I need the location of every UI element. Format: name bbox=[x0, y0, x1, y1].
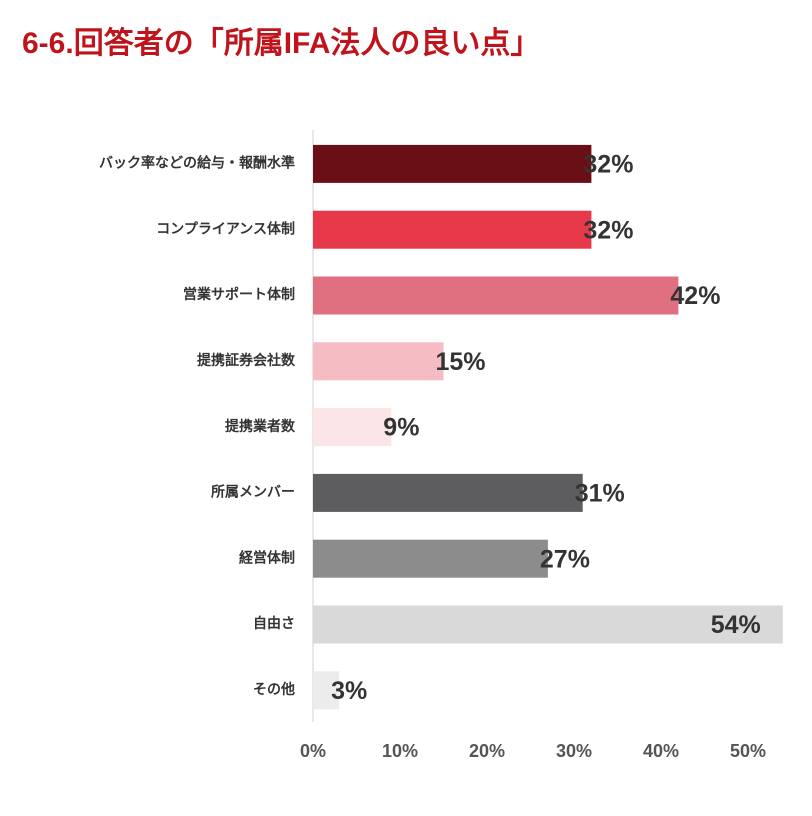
x-tick-label: 30% bbox=[556, 741, 592, 761]
data-label: 27% bbox=[540, 545, 590, 573]
category-label: 提携業者数 bbox=[225, 418, 296, 434]
bar bbox=[313, 605, 783, 644]
data-label: 9% bbox=[383, 414, 419, 442]
data-label: 3% bbox=[331, 677, 367, 705]
bar bbox=[313, 539, 548, 578]
bar bbox=[313, 210, 592, 249]
x-tick-label: 20% bbox=[469, 741, 505, 761]
chart-title: 6-6.回答者の「所属IFA法人の良い点」 bbox=[22, 26, 540, 60]
data-label: 32% bbox=[583, 216, 633, 244]
category-label: その他 bbox=[253, 681, 295, 697]
bar bbox=[313, 408, 392, 447]
x-tick-label: 40% bbox=[643, 741, 679, 761]
category-label: コンプライアンス体制 bbox=[156, 220, 295, 236]
x-tick-label: 0% bbox=[300, 741, 326, 761]
bar bbox=[313, 473, 583, 512]
data-label: 31% bbox=[575, 480, 625, 508]
bar bbox=[313, 342, 444, 381]
category-label: 提携証券会社数 bbox=[197, 352, 296, 368]
data-label: 54% bbox=[711, 611, 761, 639]
category-label: 所属メンバー bbox=[211, 484, 295, 500]
category-label: バック率などの給与・報酬水準 bbox=[99, 155, 295, 171]
x-tick-label: 10% bbox=[382, 741, 418, 761]
category-label: 経営体制 bbox=[239, 549, 295, 565]
data-label: 32% bbox=[583, 151, 633, 179]
data-label: 15% bbox=[436, 348, 486, 376]
data-label: 42% bbox=[670, 282, 720, 310]
bar bbox=[313, 671, 340, 710]
x-tick-label: 50% bbox=[730, 741, 766, 761]
bar bbox=[313, 144, 592, 183]
category-label: 営業サポート体制 bbox=[183, 286, 295, 302]
category-label: 自由さ bbox=[253, 615, 295, 631]
bar bbox=[313, 276, 679, 315]
